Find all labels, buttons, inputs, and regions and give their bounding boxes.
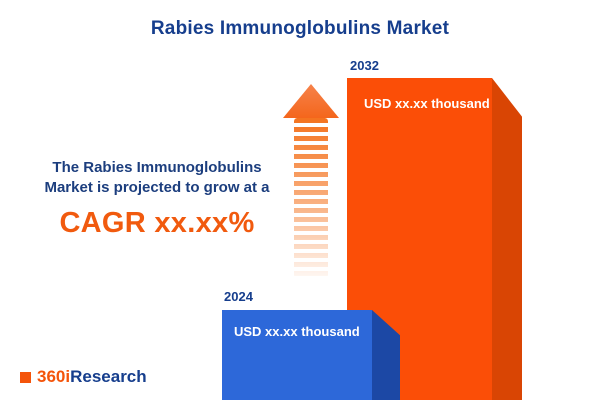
year-label-2032: 2032	[350, 58, 379, 73]
cagr-value: CAGR xx.xx%	[59, 206, 255, 239]
bar-value-2024: USD xx.xx thousand	[234, 324, 360, 339]
logo-suffix: Research	[70, 367, 147, 386]
bar-2024-front	[222, 310, 372, 400]
annotation-line-2: Market is projected to grow at a	[44, 179, 270, 197]
bar-value-2032: USD xx.xx thousand	[364, 96, 490, 111]
brand-logo: 360iResearch	[20, 367, 147, 387]
bar-2032-side	[492, 78, 522, 400]
logo-prefix: 360i	[37, 367, 71, 386]
growth-arrow-head-icon	[283, 84, 339, 118]
logo-square-icon	[20, 371, 31, 383]
growth-arrow-stripes-icon	[294, 118, 328, 278]
chart-title: Rabies Immunoglobulins Market	[150, 18, 450, 39]
annotation-line-1: The Rabies Immunoglobulins	[52, 159, 262, 176]
logo-text: 360iResearch	[37, 367, 147, 387]
year-label-2024: 2024	[224, 289, 253, 304]
growth-annotation: The Rabies Immunoglobulins Market is pro…	[18, 158, 296, 240]
